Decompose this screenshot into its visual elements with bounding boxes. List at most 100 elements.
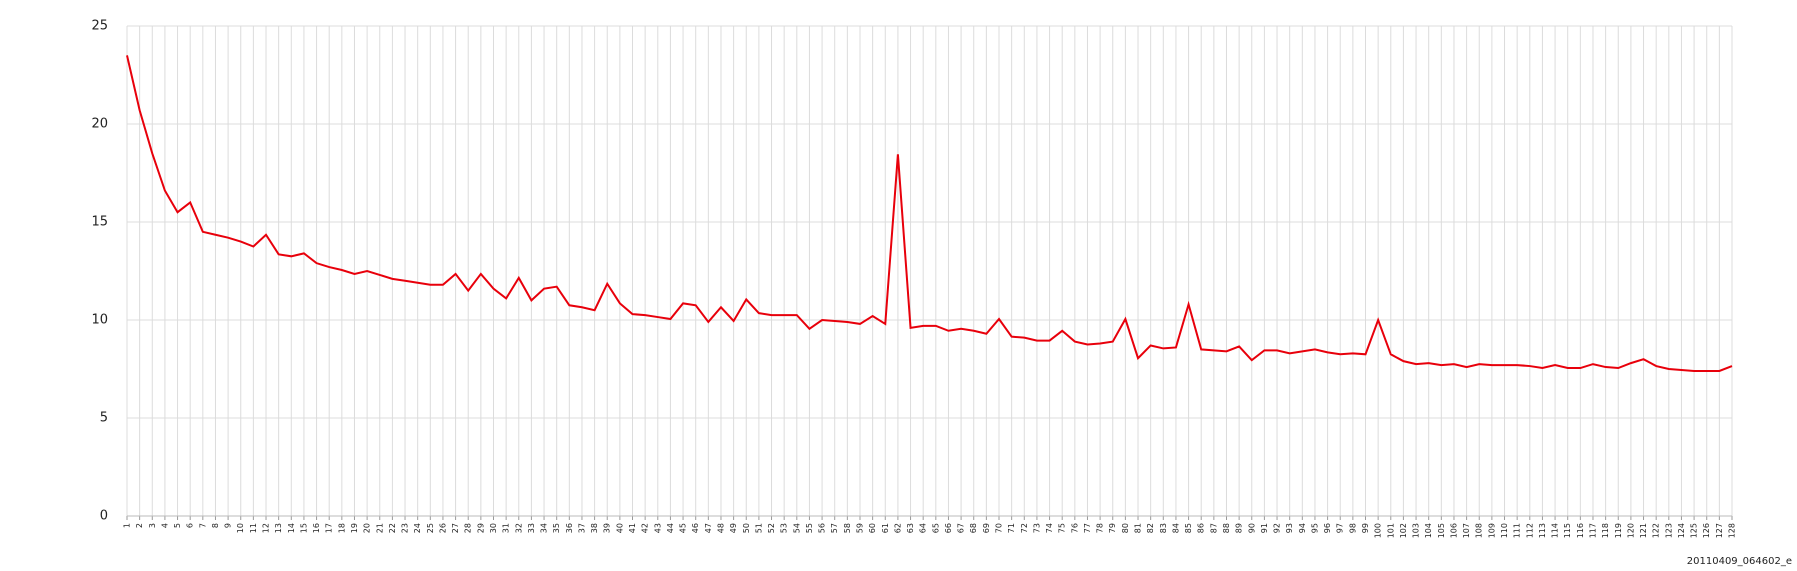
x-tick-label: 118 <box>1601 523 1610 538</box>
x-tick-label: 15 <box>299 523 308 533</box>
x-tick-label: 56 <box>818 523 827 533</box>
x-tick-label: 115 <box>1563 523 1572 538</box>
x-tick-label: 35 <box>552 523 561 533</box>
x-tick-label: 125 <box>1690 523 1699 538</box>
x-tick-label: 73 <box>1032 523 1041 533</box>
x-tick-label: 40 <box>615 523 624 533</box>
x-tick-label: 58 <box>843 523 852 533</box>
x-tick-label: 120 <box>1626 523 1635 538</box>
x-tick-label: 82 <box>1146 523 1155 533</box>
x-tick-label: 77 <box>1083 523 1092 533</box>
x-tick-label: 9 <box>224 523 233 528</box>
x-tick-label: 93 <box>1285 523 1294 533</box>
x-tick-label: 66 <box>944 523 953 533</box>
x-tick-label: 16 <box>312 523 321 533</box>
x-tick-label: 50 <box>742 523 751 533</box>
x-tick-label: 48 <box>716 523 725 533</box>
footer: 20110409_064602_e <box>1687 556 1792 567</box>
x-tick-label: 91 <box>1260 523 1269 533</box>
y-tick-label: 15 <box>91 215 108 230</box>
x-tick-label: 67 <box>957 523 966 533</box>
x-tick-label: 32 <box>514 523 523 533</box>
x-tick-label: 96 <box>1323 523 1332 533</box>
x-tick-label: 53 <box>780 523 789 533</box>
x-tick-label: 83 <box>1159 523 1168 533</box>
x-tick-label: 13 <box>274 523 283 533</box>
x-tick-label: 65 <box>931 523 940 533</box>
x-tick-label: 29 <box>476 523 485 533</box>
x-tick-label: 128 <box>1728 523 1737 538</box>
x-tick-label: 11 <box>249 523 258 533</box>
x-tick-label: 43 <box>653 523 662 533</box>
x-tick-label: 37 <box>577 523 586 533</box>
x-tick-label: 7 <box>198 523 207 528</box>
x-tick-label: 100 <box>1374 523 1383 538</box>
x-tick-label: 121 <box>1639 523 1648 538</box>
x-tick-label: 116 <box>1576 523 1585 538</box>
x-tick-label: 127 <box>1715 523 1724 538</box>
x-tick-label: 63 <box>906 523 915 533</box>
x-tick-label: 33 <box>527 523 536 533</box>
x-tick-label: 87 <box>1209 523 1218 533</box>
x-tick-label: 81 <box>1134 523 1143 533</box>
x-tick-label: 25 <box>426 523 435 533</box>
x-tick-label: 10 <box>236 523 245 533</box>
x-tick-label: 90 <box>1247 523 1256 533</box>
x-tick-label: 47 <box>704 523 713 533</box>
x-tick-label: 95 <box>1310 523 1319 533</box>
x-tick-label: 52 <box>767 523 776 533</box>
x-tick-label: 88 <box>1222 523 1231 533</box>
x-tick-label: 105 <box>1437 523 1446 538</box>
x-tick-label: 71 <box>1007 523 1016 533</box>
x-tick-label: 112 <box>1525 523 1534 538</box>
x-tick-label: 69 <box>982 523 991 533</box>
x-tick-label: 98 <box>1348 523 1357 533</box>
x-tick-label: 30 <box>489 523 498 533</box>
x-tick-label: 114 <box>1551 523 1560 538</box>
x-tick-label: 103 <box>1412 523 1421 538</box>
x-tick-label: 123 <box>1664 523 1673 538</box>
x-tick-label: 3 <box>148 523 157 528</box>
x-tick-label: 24 <box>413 523 422 533</box>
x-tick-label: 108 <box>1475 523 1484 538</box>
x-tick-label: 23 <box>401 523 410 533</box>
x-tick-label: 84 <box>1171 523 1180 533</box>
x-tick-label: 122 <box>1652 523 1661 538</box>
x-tick-label: 26 <box>438 523 447 533</box>
x-tick-label: 110 <box>1500 523 1509 538</box>
y-tick-label: 5 <box>100 411 108 426</box>
x-tick-label: 111 <box>1513 523 1522 538</box>
x-tick-label: 46 <box>691 523 700 533</box>
y-tick-label: 0 <box>100 509 108 524</box>
x-tick-label: 31 <box>502 523 511 533</box>
x-tick-label: 80 <box>1121 523 1130 533</box>
x-tick-label: 101 <box>1386 523 1395 538</box>
x-tick-label: 44 <box>666 523 675 533</box>
x-tick-label: 49 <box>729 523 738 533</box>
x-tick-label: 39 <box>603 523 612 533</box>
x-tick-label: 64 <box>919 523 928 533</box>
x-tick-label: 5 <box>173 523 182 528</box>
x-tick-label: 94 <box>1298 523 1307 533</box>
x-tick-label: 27 <box>451 523 460 533</box>
x-tick-label: 2 <box>135 523 144 528</box>
x-tick-label: 18 <box>337 523 346 533</box>
x-tick-label: 6 <box>186 523 195 528</box>
x-tick-label: 41 <box>628 523 637 533</box>
x-tick-label: 102 <box>1399 523 1408 538</box>
x-tick-label: 20 <box>363 523 372 533</box>
x-tick-label: 22 <box>388 523 397 533</box>
x-tick-label: 42 <box>641 523 650 533</box>
x-tick-label: 92 <box>1273 523 1282 533</box>
x-tick-label: 14 <box>287 523 296 533</box>
x-tick-label: 117 <box>1588 523 1597 538</box>
x-tick-label: 68 <box>969 523 978 533</box>
x-tick-label: 21 <box>375 523 384 533</box>
x-tick-label: 54 <box>792 523 801 533</box>
x-tick-label: 8 <box>211 523 220 528</box>
x-tick-label: 97 <box>1336 523 1345 533</box>
x-tick-label: 78 <box>1096 523 1105 533</box>
x-tick-label: 60 <box>868 523 877 533</box>
x-tick-label: 34 <box>540 523 549 533</box>
x-tick-label: 74 <box>1045 523 1054 533</box>
